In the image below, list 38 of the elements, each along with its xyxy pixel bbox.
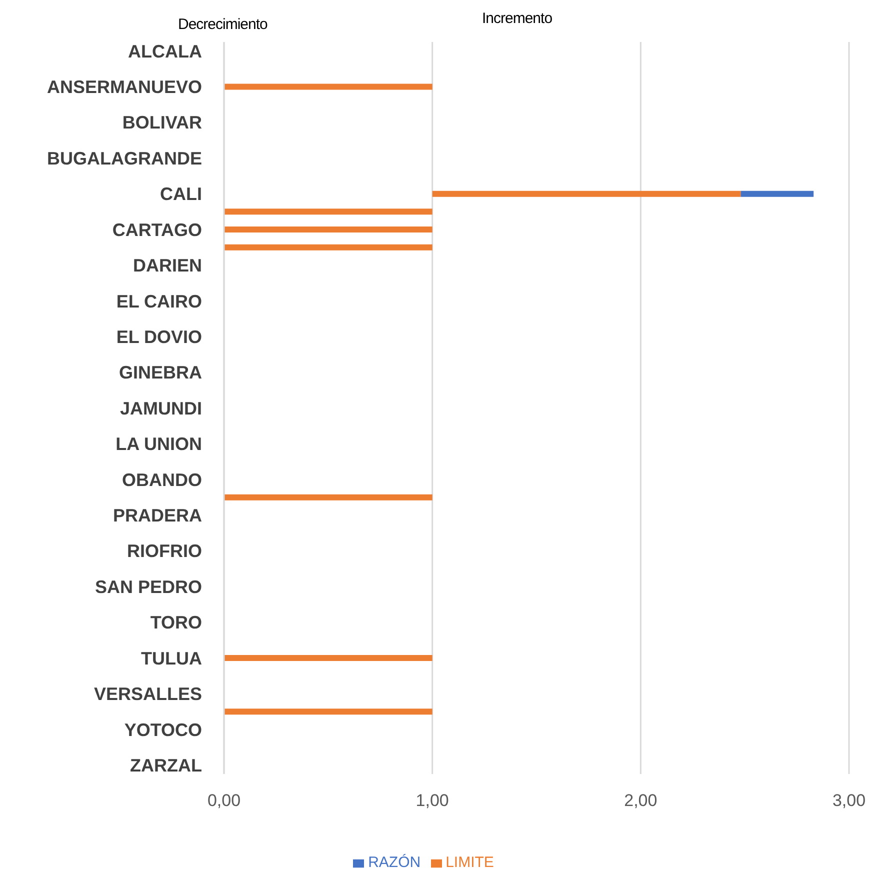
y-tick-label: TULUA <box>141 648 202 668</box>
y-tick-label: CARTAGO <box>112 220 202 240</box>
y-tick-label: TORO <box>150 612 202 633</box>
x-tick-label: 3,00 <box>832 791 866 810</box>
y-tick-label: RIOFRIO <box>127 541 202 562</box>
legend-label: RAZÓN <box>368 854 421 871</box>
text: Incremento <box>482 10 552 27</box>
y-tick-label: ZARZAL <box>130 755 202 776</box>
legend-label: LIMITE <box>446 854 494 871</box>
y-tick-label: ALCALA <box>128 41 202 62</box>
y-tick-label: SAN PEDRO <box>94 576 202 597</box>
y-tick-label: GINEBRA <box>118 362 202 383</box>
text: Decrecimiento <box>178 16 268 33</box>
bar <box>224 226 432 233</box>
x-tick-label: 2,00 <box>624 791 658 810</box>
y-tick-label: VERSALLES <box>94 684 202 704</box>
y-tick-label: YOTOCO <box>124 720 202 740</box>
bar <box>224 244 432 250</box>
bar <box>224 84 432 90</box>
bar <box>740 190 814 197</box>
y-tick-label: EL CAIRO <box>116 291 202 312</box>
y-tick-label: ANSERMANUEVO <box>46 77 202 98</box>
y-tick-label: BUGALAGRANDE <box>47 148 202 168</box>
y-tick-label: EL DOVIO <box>116 326 202 347</box>
x-tick-label: 1,00 <box>416 791 449 810</box>
x-tick-label: 0,00 <box>207 791 241 810</box>
bar <box>224 494 432 500</box>
bar <box>224 208 432 215</box>
bar <box>224 655 432 662</box>
y-tick-label: CALI <box>160 184 202 204</box>
y-tick-label: LA UNION <box>116 434 202 454</box>
y-tick-label: JAMUNDI <box>120 398 202 418</box>
y-tick-label: DARIEN <box>132 256 202 276</box>
y-tick-label: OBANDO <box>122 470 202 490</box>
y-tick-label: BOLIVAR <box>122 112 202 133</box>
bar <box>224 708 432 715</box>
bar <box>432 190 741 197</box>
y-tick-label: PRADERA <box>112 506 202 526</box>
